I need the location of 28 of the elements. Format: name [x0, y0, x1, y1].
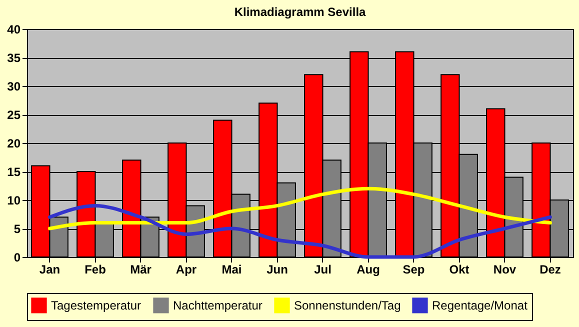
legend-label: Regentage/Monat [432, 298, 528, 312]
x-tick-label: Mai [222, 262, 242, 276]
x-tick-label: Nov [493, 262, 516, 276]
x-tick-label: Jun [266, 262, 288, 276]
legend-label: Sonnenstunden/Tag [294, 298, 401, 312]
y-tick-label: 15 [7, 165, 21, 179]
y-tick-label: 40 [7, 22, 21, 36]
y-tick-label: 35 [7, 51, 21, 65]
x-tick-label: Dez [540, 262, 561, 276]
x-tick-label: Mär [130, 262, 152, 276]
x-tick-label: Apr [176, 262, 197, 276]
x-tick-label: Jan [39, 262, 60, 276]
y-tick-label: 5 [14, 222, 21, 236]
y-tick-label: 25 [7, 108, 21, 122]
x-tick-label: Feb [84, 262, 106, 276]
line-series [48, 186, 552, 230]
line-series [48, 204, 552, 259]
y-tick-label: 10 [7, 194, 21, 208]
y-tick-label: 30 [7, 80, 21, 94]
y-tick-label: 0 [14, 250, 21, 264]
legend-label: Tagestemperatur [51, 298, 142, 312]
x-tick-label: Aug [356, 262, 380, 276]
legend-label: Nachttemperatur [173, 298, 262, 312]
chart-title: Klimadiagramm Sevilla [234, 5, 366, 19]
x-tick-label: Sep [402, 262, 425, 276]
y-tick-label: 20 [7, 136, 21, 150]
x-tick-label: Okt [449, 262, 470, 276]
x-tick-label: Jul [314, 262, 332, 276]
